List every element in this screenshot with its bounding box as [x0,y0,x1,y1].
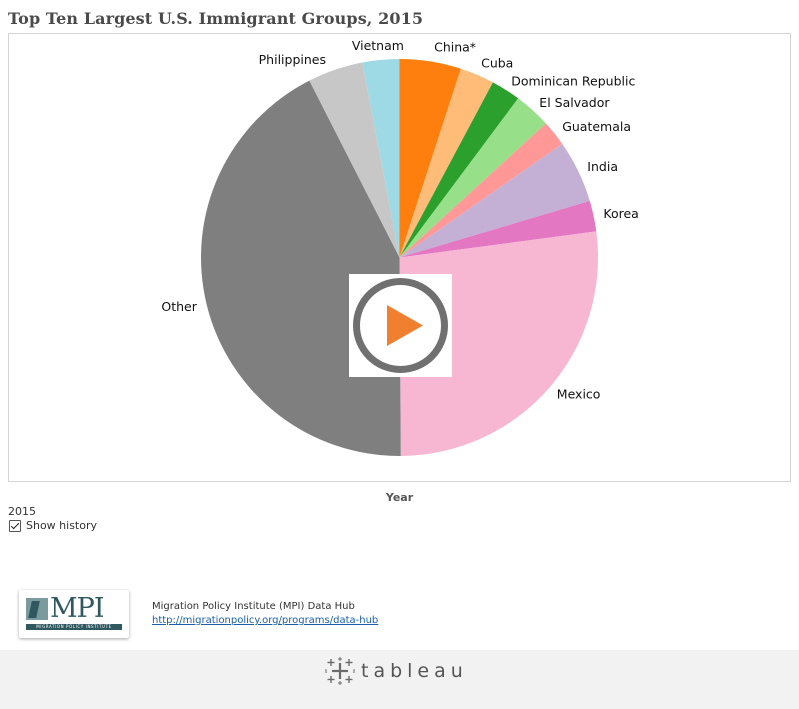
pie-label-korea: Korea [603,206,638,221]
pie-label-mexico: Mexico [557,386,601,401]
pie-label-dominican-republic: Dominican Republic [511,74,635,89]
mpi-logo-mark-icon [26,598,48,620]
year-value: 2015 [8,505,36,518]
pie-label-china: China* [434,40,476,55]
mpi-logo[interactable]: MPI MIGRATION POLICY INSTITUTE [19,590,129,638]
pie-slice-philippines[interactable] [309,62,400,258]
tableau-footer [0,650,799,709]
pie-label-guatemala: Guatemala [562,119,631,134]
pie-label-el-salvador: El Salvador [539,95,610,110]
pie-slice-korea[interactable] [399,200,597,258]
show-history-checkbox[interactable] [9,519,21,532]
tableau-wordmark: tableau [361,660,468,682]
pie-label-cuba: Cuba [481,56,513,71]
pie-slice-guatemala[interactable] [399,123,563,258]
show-history-toggle[interactable]: Show history [9,519,97,532]
pie-slice-cuba[interactable] [399,68,493,258]
pie-label-other: Other [161,299,197,314]
year-filter-title: Year [385,491,414,504]
show-history-label: Show history [26,519,98,532]
pie-slice-india[interactable] [399,143,590,258]
pie-slice-dominican-republic[interactable] [399,82,519,258]
pie-label-philippines: Philippines [259,52,326,67]
pie-label-vietnam: Vietnam [352,38,404,53]
tableau-logo-icon [325,657,355,685]
data-hub-name: Migration Policy Institute (MPI) Data Hu… [152,601,355,612]
pie-label-india: India [587,159,618,174]
chart-title: Top Ten Largest U.S. Immigrant Groups, 2… [8,9,424,28]
pie-slice-vietnam[interactable] [362,59,400,258]
play-triangle [387,305,423,346]
mpi-logo-text: MPI [50,593,104,624]
mpi-logo-subtext: MIGRATION POLICY INSTITUTE [26,624,122,630]
pie-chart: China* Cuba Dominican Republic El Salvador G… [161,38,639,457]
play-icon [353,278,448,373]
tableau-brand[interactable]: tableau [325,656,468,686]
data-hub-link[interactable]: http://migrationpolicy.org/programs/data… [152,615,379,626]
pie-slice-el-salvador[interactable] [399,98,546,258]
pie-slice-china[interactable] [399,59,461,258]
play-button[interactable] [349,274,452,377]
